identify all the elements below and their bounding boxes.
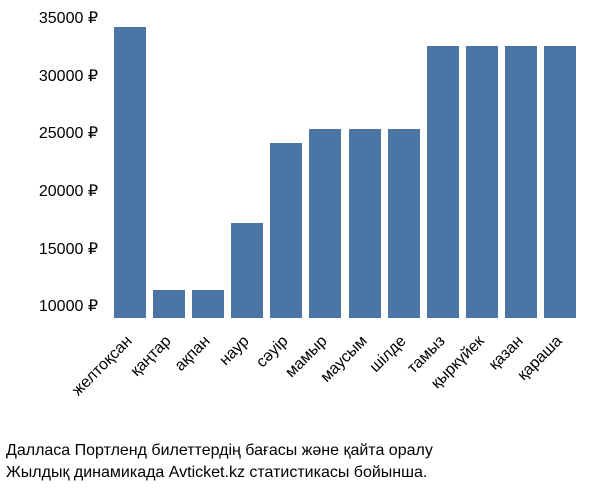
plot-area xyxy=(110,18,580,318)
y-tick-label: 15000 ₽ xyxy=(0,239,98,259)
y-tick-label: 10000 ₽ xyxy=(0,296,98,316)
bar xyxy=(388,129,420,318)
bar xyxy=(427,46,459,318)
chart-caption: Далласа Портленд билеттердің бағасы және… xyxy=(6,440,433,483)
bar xyxy=(544,46,576,318)
bar xyxy=(231,223,263,318)
bar xyxy=(192,290,224,318)
y-tick-label: 35000 ₽ xyxy=(0,8,98,28)
bar xyxy=(114,27,146,318)
y-tick-label: 30000 ₽ xyxy=(0,66,98,86)
bar xyxy=(349,129,381,318)
bar xyxy=(270,143,302,318)
bar xyxy=(309,129,341,318)
y-tick-label: 20000 ₽ xyxy=(0,181,98,201)
bar xyxy=(505,46,537,318)
y-tick-label: 25000 ₽ xyxy=(0,123,98,143)
bar xyxy=(153,290,185,318)
chart-container: 10000 ₽ 15000 ₽ 20000 ₽ 25000 ₽ 30000 ₽ 35000… xyxy=(0,0,600,500)
bar xyxy=(466,46,498,318)
